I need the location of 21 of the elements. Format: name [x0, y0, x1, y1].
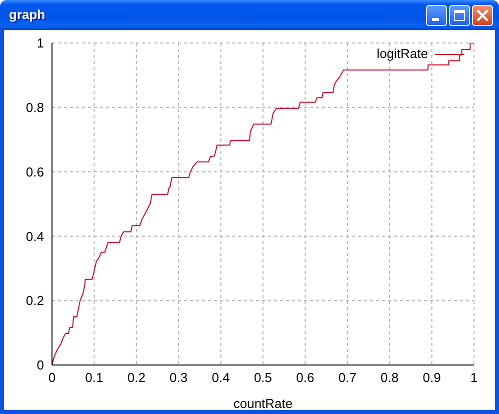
y-tick-label: 0.4: [26, 228, 44, 244]
x-tick-label: 0.5: [254, 370, 272, 386]
y-tick-label: 1: [36, 36, 44, 51]
x-tick-label: 0.2: [127, 370, 146, 386]
y-tick-label: 0.6: [26, 164, 44, 180]
x-tick-label: 0.1: [85, 370, 104, 386]
y-tick-label: 0.8: [26, 100, 44, 116]
x-tick-label: 0.8: [380, 370, 399, 386]
x-tick-label: 0.3: [170, 370, 188, 386]
y-tick-label: 0.2: [26, 293, 44, 308]
y-tick-label: 0: [36, 358, 44, 373]
x-tick-label: 0.6: [296, 370, 314, 386]
x-tick-label: 0.9: [422, 370, 441, 386]
x-tick-label: 0.4: [212, 370, 230, 386]
x-tick-label: 1: [470, 370, 478, 386]
legend-label: logitRate: [376, 46, 428, 62]
chart-title: graph: [9, 7, 46, 22]
x-tick-label: 0.7: [338, 370, 356, 386]
x-axis-title: countRate: [233, 396, 293, 411]
x-tick-label: 0: [48, 370, 56, 386]
line-series: [52, 43, 474, 365]
